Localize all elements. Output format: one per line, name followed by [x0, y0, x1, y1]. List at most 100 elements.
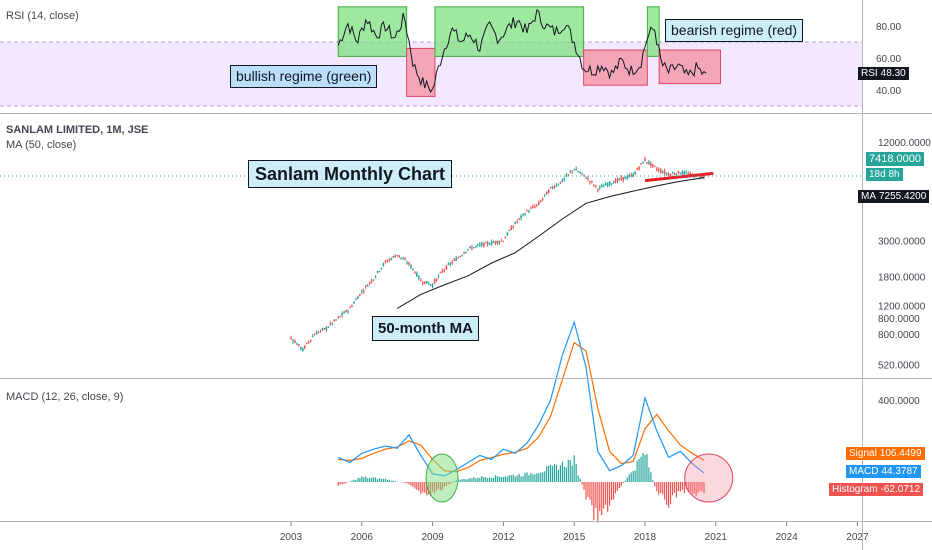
signal-line	[338, 341, 705, 473]
candle-body	[451, 262, 454, 264]
candle-body	[414, 272, 416, 274]
price-pane[interactable]: 12000.0000 3000.0000 1800.0000 1200.0000 800…	[0, 138, 931, 372]
candle-body	[622, 177, 625, 181]
ma-value: 7255.4200	[879, 191, 927, 202]
candle-body	[296, 343, 298, 345]
candle-body	[587, 178, 589, 180]
bullish-crossover-circle	[425, 453, 459, 503]
price-tick-label: 520.0000	[878, 361, 920, 372]
candle-body	[357, 297, 359, 299]
candle-body	[624, 176, 627, 179]
rsi-pane[interactable]: 80.00 60.00 40.00	[0, 6, 901, 107]
histogram-label: Histogram	[832, 484, 878, 495]
candle-body	[553, 186, 556, 188]
candle-body	[579, 172, 581, 174]
candle-body	[591, 181, 593, 183]
candle-body	[581, 172, 583, 174]
price-tick-label: 3000.0000	[878, 236, 926, 247]
candle-body	[355, 299, 357, 301]
candle-body	[331, 322, 334, 324]
candle-body	[687, 173, 690, 176]
rsi-tick-label: 60.00	[876, 54, 901, 65]
candle-body	[642, 161, 644, 164]
candle-body	[482, 242, 485, 247]
last-price: 7418.0000	[869, 153, 921, 165]
candle-body	[494, 241, 497, 244]
candle-body	[526, 210, 528, 212]
candle-body	[402, 258, 404, 260]
candle-body	[305, 342, 308, 345]
candle-body	[303, 345, 306, 349]
price-tick-label: 1200.0000	[878, 301, 926, 312]
candle-body	[600, 185, 603, 187]
candle-body	[370, 280, 373, 282]
candle-body	[689, 173, 692, 176]
candle-body	[317, 331, 320, 333]
candle-body	[630, 174, 633, 176]
ma-line	[396, 177, 705, 309]
candle-body	[386, 261, 389, 263]
bearish-zone-1	[406, 47, 436, 97]
rsi-line	[337, 9, 707, 94]
candle-body	[699, 176, 701, 178]
candle-body	[486, 242, 489, 245]
x-tick-label: 2003	[280, 532, 303, 543]
candle-body	[351, 305, 353, 307]
candle-body	[512, 226, 515, 228]
candle-body	[471, 247, 473, 250]
price-tick-label: 800.0000	[878, 330, 920, 341]
rsi-tick-label: 40.00	[876, 86, 901, 97]
candle-body	[376, 271, 379, 273]
candle-body	[536, 204, 538, 206]
candle-body	[565, 175, 568, 177]
candle-body	[418, 275, 420, 279]
candle-body	[425, 280, 428, 284]
candle-body	[449, 263, 452, 265]
candle-body	[638, 167, 640, 169]
rsi-title: RSI (14, close)	[6, 10, 79, 22]
support-trendline[interactable]	[644, 171, 714, 183]
macd-title: MACD (12, 26, close, 9)	[6, 391, 124, 403]
signal-value: 106.4499	[879, 448, 922, 459]
candle-body	[345, 310, 347, 313]
candle-body	[496, 240, 499, 244]
candle-body	[384, 260, 387, 262]
candle-body	[500, 240, 503, 242]
candle-body	[654, 165, 656, 167]
candle-body	[394, 256, 397, 258]
candle-body	[656, 168, 658, 170]
candle-body	[475, 245, 477, 247]
candle-body	[294, 341, 296, 343]
candle-body	[510, 227, 513, 231]
x-tick-label: 2006	[351, 532, 374, 543]
candle-body	[477, 244, 479, 246]
bar-countdown: 18d 8h	[869, 169, 900, 180]
candle-body	[610, 183, 613, 185]
candle-body	[343, 311, 345, 314]
candle-body	[392, 256, 395, 258]
candle-body	[675, 173, 678, 175]
x-tick-label: 2012	[492, 532, 515, 543]
signal-label: Signal	[849, 448, 877, 459]
candle-body	[427, 283, 430, 285]
candle-body	[561, 179, 564, 182]
candle-body	[522, 213, 524, 215]
histogram-value: -62.0712	[880, 484, 921, 495]
histogram-tag: Histogram -62.0712	[829, 483, 924, 496]
candle-body	[374, 276, 377, 278]
candle-body	[333, 319, 336, 322]
candle-body	[420, 280, 422, 282]
candle-body	[469, 246, 471, 248]
candle-body	[423, 281, 426, 284]
candle-body	[347, 310, 349, 312]
candle-body	[337, 317, 339, 319]
countdown-tag: 18d 8h	[866, 168, 903, 181]
candle-body	[665, 173, 668, 175]
candle-body	[300, 347, 302, 349]
candle-body	[583, 174, 585, 176]
candle-body	[359, 293, 361, 296]
macd-pane[interactable]: 800.0000 400.0000	[337, 314, 920, 523]
candle-body	[435, 278, 438, 281]
